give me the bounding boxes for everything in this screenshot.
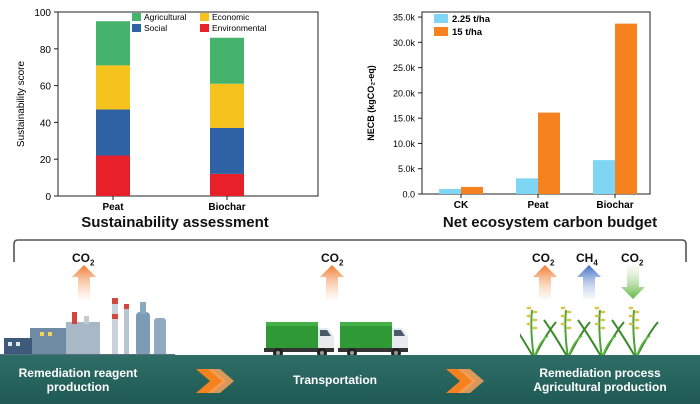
bar-segment-agricultural [96, 21, 130, 66]
x-tick-label: Peat [102, 202, 124, 213]
sustainability-chart: 0 20 40 60 80 100 Sustainability score Peat Bioc… [16, 8, 319, 213]
y-axis-label: Sustainability score [16, 60, 27, 147]
trucks-icon [264, 322, 408, 358]
legend-swatch [434, 14, 448, 23]
field-co2-up-arrow-icon [533, 265, 557, 299]
rice-plant-icon [543, 306, 591, 360]
process-stage-band [0, 355, 700, 404]
y-tick-label: 20.0k [393, 88, 416, 98]
factory-up-arrow-icon [72, 265, 96, 299]
y-tick-label: 10.0k [393, 139, 416, 149]
field-ch4-label: CH4 [576, 251, 598, 268]
field-ch4-up-arrow-icon [577, 265, 601, 299]
bar-segment-social [96, 109, 130, 156]
y-tick-label: 25.0k [393, 63, 416, 73]
bar-segment-environmental [96, 155, 130, 196]
y-tick-label: 15.0k [393, 114, 416, 124]
legend-swatch [200, 24, 209, 32]
x-tick-label: Biochar [208, 202, 245, 213]
field-co2-label: CO2 [532, 251, 555, 268]
x-tick-label: Biochar [596, 200, 633, 211]
rice-plant-icon [611, 306, 659, 360]
rice-plant-icon [520, 306, 557, 360]
y-tick-label: 30.0k [393, 38, 416, 48]
y-tick-label: 20 [40, 155, 52, 166]
rice-plant-icon [577, 306, 625, 360]
legend-label: Environmental [212, 23, 266, 33]
y-tick-label: 35.0k [393, 13, 416, 23]
legend-label: 2.25 t/ha [452, 14, 491, 25]
y-tick-label: 5.0k [398, 164, 416, 174]
legend-swatch [132, 24, 141, 32]
bar-segment-economic [210, 83, 244, 128]
stage-chevrons [196, 369, 484, 393]
bar-segment-environmental [210, 173, 244, 196]
legend-swatch [200, 13, 209, 21]
x-tick-label: Peat [527, 200, 549, 211]
process-bracket [13, 239, 687, 262]
emission-arrows [72, 265, 645, 299]
legend-swatch [132, 13, 141, 21]
field-co2-uptake-label: CO2 [621, 251, 644, 268]
chevron-right-icon [458, 369, 484, 393]
chevron-right-icon [208, 369, 234, 393]
necb-title: Net ecosystem carbon budget [442, 214, 658, 231]
legend-label: Social [144, 23, 167, 33]
legend-label: 15 t/ha [452, 27, 483, 38]
plot-frame [57, 11, 319, 197]
bar-low-rate [593, 160, 615, 194]
bar-high-rate [461, 186, 483, 194]
legend-label: Economic [212, 12, 250, 22]
bar-segment-economic [96, 65, 130, 110]
x-tick-label: CK [454, 200, 469, 211]
y-tick-label: 0.0 [402, 190, 415, 200]
y-tick-label: 80 [40, 45, 52, 56]
stage-reagent-production: Remediation reagent production [18, 366, 138, 394]
y-tick-label: 100 [34, 8, 51, 19]
bar-high-rate [615, 23, 637, 194]
legend-swatch [434, 27, 448, 36]
factory-co2-label: CO2 [72, 251, 95, 268]
y-tick-label: 0 [45, 192, 51, 203]
necb-chart: 0.0 5.0k 10.0k 15.0k 20.0k 25.0k 30.0k 35.0k NEC… [366, 11, 651, 211]
stage-transportation: Transportation [292, 373, 377, 387]
transport-up-arrow-icon [320, 265, 344, 299]
bar-high-rate [538, 112, 560, 194]
y-tick-label: 60 [40, 82, 52, 93]
bar-segment-social [210, 127, 244, 174]
bar-low-rate [516, 178, 538, 194]
y-axis-label: NECB (kgCO₂-eq) [366, 65, 376, 141]
factory-icon [0, 298, 175, 358]
bar-segment-agricultural [210, 37, 244, 84]
transport-co2-label: CO2 [321, 251, 344, 268]
legend-label: Agricultural [144, 12, 187, 22]
bar-low-rate [439, 188, 461, 194]
stage-remediation-agriculture: Remediation process Agricultural product… [533, 366, 667, 394]
field-co2-down-arrow-icon [621, 265, 645, 299]
y-tick-label: 40 [40, 118, 52, 129]
sustainability-title: Sustainability assessment [81, 214, 269, 231]
rice-plants-icon [520, 306, 659, 360]
